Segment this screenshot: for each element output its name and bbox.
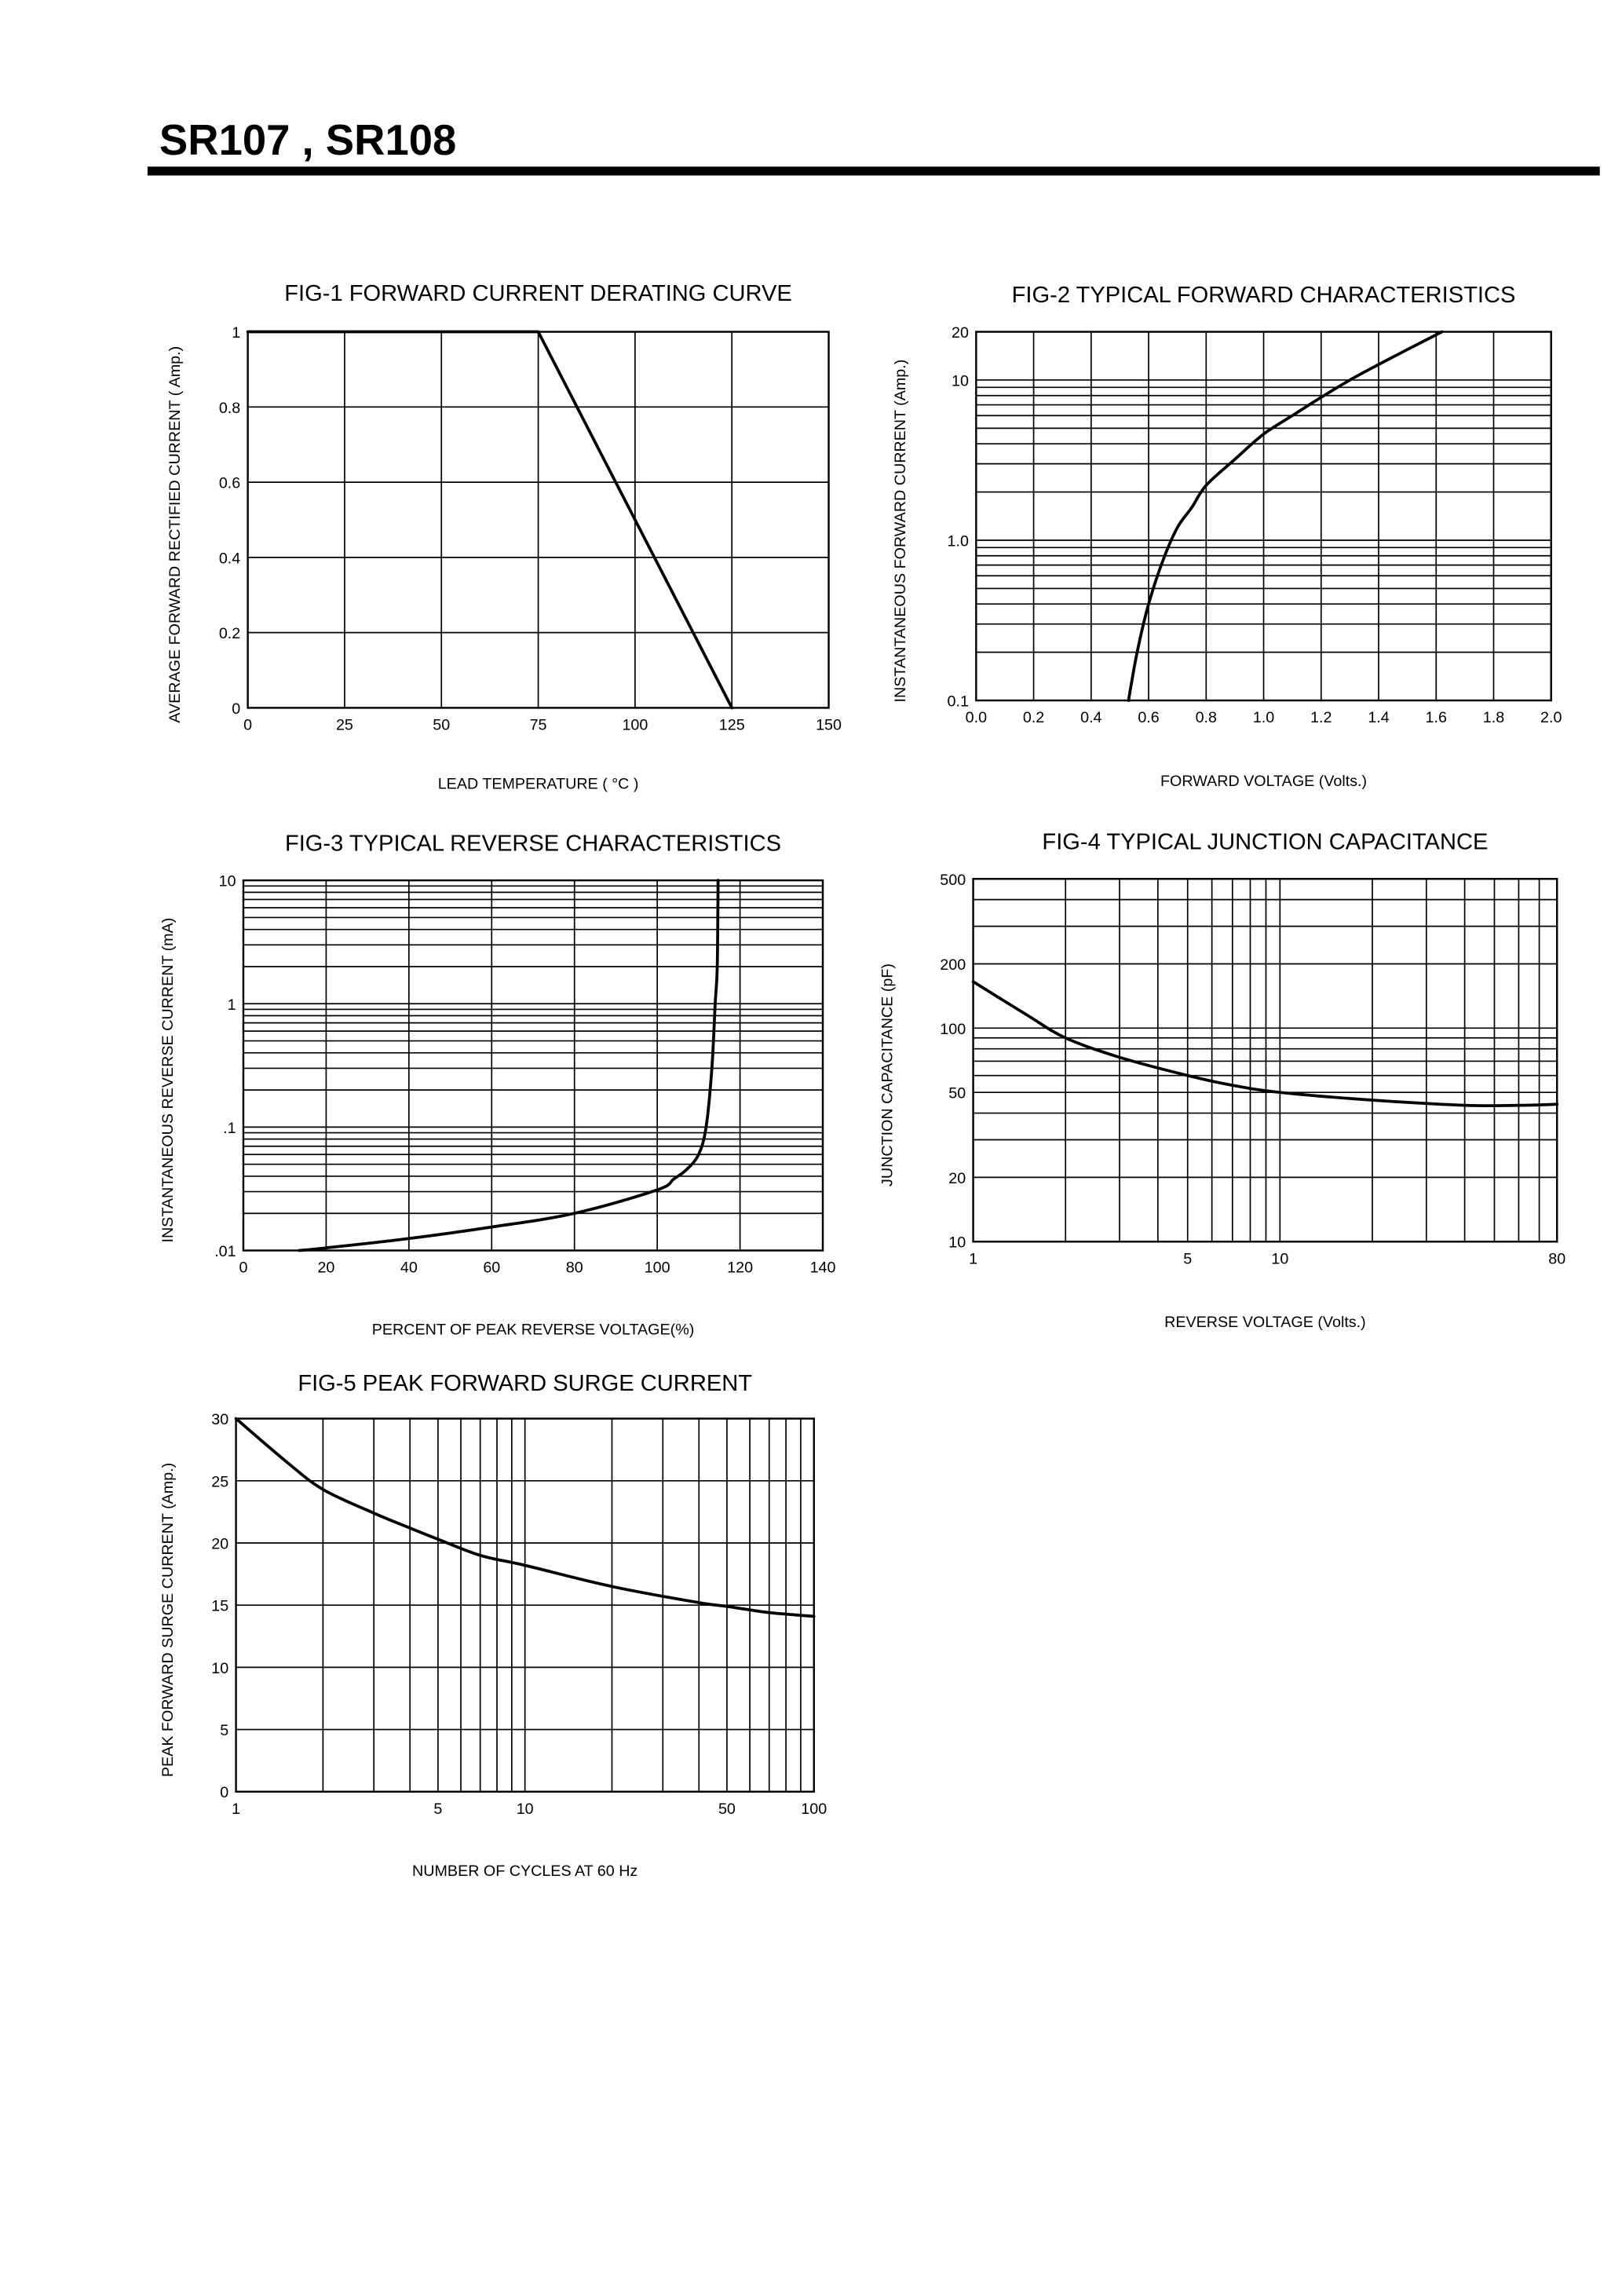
y-tick-label: 20 — [952, 324, 969, 342]
y-tick-label: 1 — [228, 996, 236, 1014]
y-axis-label: PEAK FORWARD SURGE CURRENT (Amp.) — [159, 1463, 177, 1777]
y-tick-label: 30 — [211, 1411, 228, 1428]
x-tick-label: 80 — [1548, 1250, 1565, 1267]
data-series-curve — [234, 1417, 816, 1618]
data-series-curve — [298, 879, 720, 1252]
x-tick-label: 1.8 — [1483, 709, 1504, 726]
y-tick-label: 0.4 — [219, 550, 240, 567]
y-tick-label: .01 — [214, 1243, 236, 1260]
y-tick-label: 0.2 — [219, 625, 240, 642]
y-axis-label: AVERAGE FORWARD RECTIFIED CURRENT ( Amp.… — [166, 346, 184, 723]
x-tick-label: 1.0 — [1253, 709, 1274, 726]
x-tick-label: 5 — [1183, 1250, 1192, 1267]
chart-title: FIG-2 TYPICAL FORWARD CHARACTERISTICS — [1012, 283, 1516, 308]
x-tick-label: 100 — [801, 1801, 827, 1818]
chart-fig-2: FIG-2 TYPICAL FORWARD CHARACTERISTICS 0.0… — [892, 283, 1562, 790]
chart-title: FIG-3 TYPICAL REVERSE CHARACTERISTICS — [285, 832, 781, 857]
y-tick-label: 10 — [219, 873, 236, 890]
chart-fig-4: FIG-4 TYPICAL JUNCTION CAPACITANCE 1 5 10 80… — [879, 830, 1565, 1331]
x-tick-label: 100 — [645, 1260, 670, 1277]
plot-frame — [975, 331, 1552, 702]
y-tick-label: 25 — [211, 1473, 228, 1490]
x-tick-label: 10 — [1271, 1250, 1288, 1267]
x-tick-label: 0.8 — [1196, 709, 1217, 726]
y-axis-label: JUNCTION CAPACITANCE (pF) — [879, 963, 896, 1186]
chart-title: FIG-1 FORWARD CURRENT DERATING CURVE — [284, 281, 792, 306]
chart-title: FIG-5 PEAK FORWARD SURGE CURRENT — [298, 1371, 752, 1396]
y-tick-label: 20 — [211, 1535, 228, 1552]
x-tick-label: 40 — [400, 1260, 418, 1277]
x-tick-label: 0.2 — [1023, 709, 1044, 726]
x-axis-label: PERCENT OF PEAK REVERSE VOLTAGE(%) — [372, 1322, 695, 1339]
plot-frame — [235, 1417, 815, 1793]
x-tick-label: 10 — [517, 1801, 534, 1818]
x-axis-label: REVERSE VOLTAGE (Volts.) — [1164, 1314, 1366, 1331]
x-tick-label: 5 — [433, 1801, 442, 1818]
y-tick-label: 0.6 — [219, 475, 240, 492]
x-tick-label: 75 — [530, 717, 547, 734]
y-tick-label: 15 — [211, 1598, 228, 1615]
x-tick-label: 0.0 — [966, 709, 987, 726]
chart-fig-1: FIG-1 FORWARD CURRENT DERATING CURVE 0 25 5… — [166, 281, 842, 793]
x-tick-label: 125 — [719, 717, 745, 734]
document-title: SR107 , SR108 — [159, 116, 456, 164]
y-tick-label: 5 — [220, 1722, 228, 1739]
x-tick-label: 50 — [433, 717, 450, 734]
x-tick-label: 0.6 — [1138, 709, 1159, 726]
y-axis-label: INSTANTANEOUS REVERSE CURRENT (mA) — [159, 918, 177, 1243]
y-tick-label: 10 — [952, 372, 969, 389]
x-tick-label: 140 — [810, 1260, 836, 1277]
y-tick-label: .1 — [223, 1120, 236, 1137]
x-axis-label: FORWARD VOLTAGE (Volts.) — [1160, 773, 1367, 790]
x-tick-label: 60 — [483, 1260, 500, 1277]
x-tick-label: 0.4 — [1080, 709, 1101, 726]
chart-fig-3: FIG-3 TYPICAL REVERSE CHARACTERISTICS 0 20… — [159, 832, 836, 1339]
data-series-curve — [971, 980, 1559, 1108]
x-axis-label: NUMBER OF CYCLES AT 60 Hz — [412, 1863, 637, 1880]
data-series-curve — [246, 330, 734, 710]
y-tick-label: 1.0 — [948, 533, 969, 550]
x-tick-label: 150 — [816, 717, 842, 734]
plot-frame — [242, 879, 824, 1252]
y-tick-label: 10 — [948, 1234, 966, 1252]
x-tick-label: 80 — [566, 1260, 583, 1277]
x-tick-label: 25 — [336, 717, 353, 734]
x-tick-label: 1.4 — [1368, 709, 1389, 726]
x-tick-label: 1.6 — [1426, 709, 1447, 726]
y-tick-label: 20 — [948, 1170, 966, 1187]
chart-title: FIG-4 TYPICAL JUNCTION CAPACITANCE — [1042, 830, 1488, 855]
x-tick-label: 100 — [622, 717, 648, 734]
y-tick-label: 200 — [940, 956, 966, 974]
y-tick-label: 0 — [232, 700, 240, 718]
y-tick-label: 50 — [948, 1085, 966, 1102]
x-tick-label: 1 — [232, 1801, 240, 1818]
y-tick-label: 1 — [232, 324, 240, 342]
x-tick-label: 1 — [969, 1250, 977, 1267]
y-tick-label: 0.1 — [948, 693, 969, 711]
y-tick-label: 0 — [220, 1784, 228, 1801]
y-axis-label: INSTANTANEOUS FORWARD CURRENT (Amp.) — [892, 360, 909, 703]
charts: FIG-1 FORWARD CURRENT DERATING CURVE 0 25 5… — [159, 281, 1565, 1880]
x-tick-label: 1.2 — [1310, 709, 1332, 726]
data-series-curve — [1127, 330, 1444, 702]
x-tick-label: 120 — [727, 1260, 753, 1277]
y-tick-label: 500 — [940, 872, 966, 889]
x-tick-label: 20 — [317, 1260, 334, 1277]
x-tick-label: 50 — [718, 1801, 736, 1818]
title-rule — [147, 166, 1600, 176]
x-tick-label: 0 — [239, 1260, 247, 1277]
y-tick-label: 0.8 — [219, 400, 240, 417]
x-tick-label: 2.0 — [1540, 709, 1562, 726]
y-tick-label: 10 — [211, 1660, 228, 1677]
x-tick-label: 0 — [243, 717, 252, 734]
plot-frame — [972, 878, 1558, 1243]
x-axis-label: LEAD TEMPERATURE ( °C ) — [438, 776, 639, 793]
y-tick-label: 100 — [940, 1021, 966, 1038]
